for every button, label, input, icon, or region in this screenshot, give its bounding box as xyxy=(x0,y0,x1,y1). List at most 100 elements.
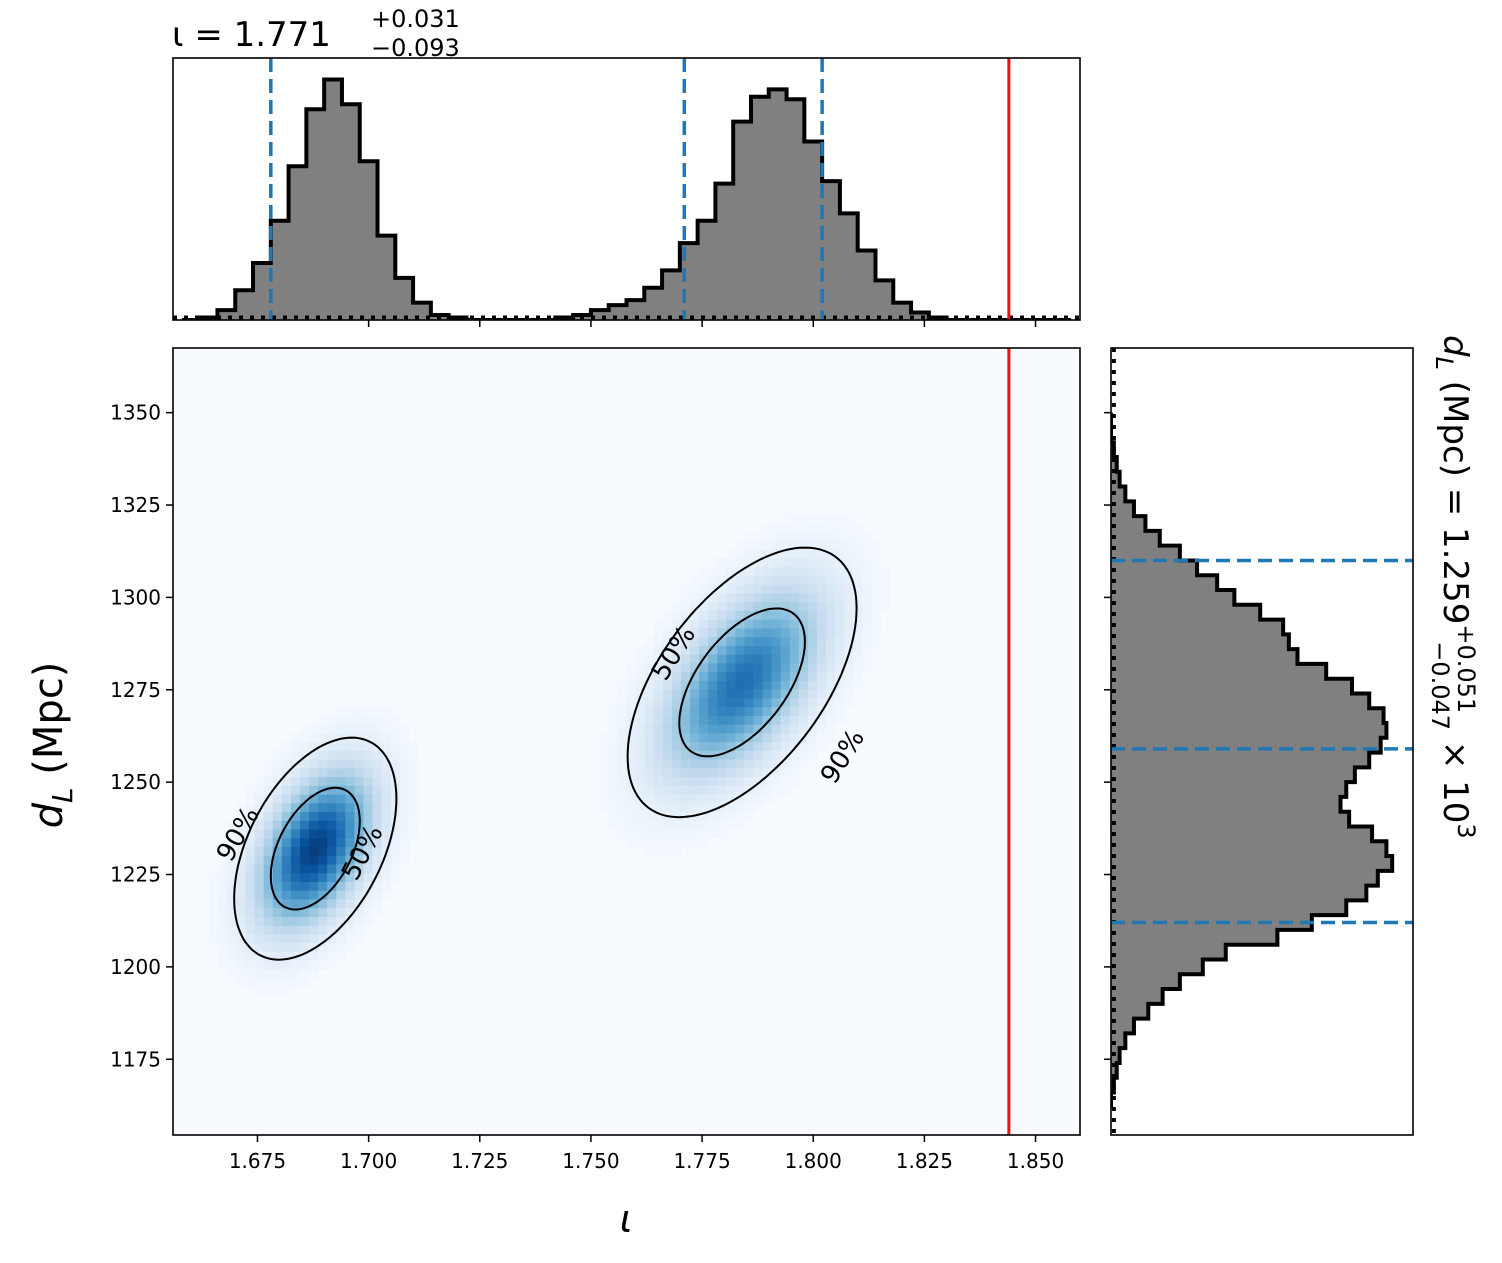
top-histogram-bar xyxy=(822,181,841,320)
heatmap-cell xyxy=(816,575,827,585)
heatmap-cell xyxy=(209,890,219,900)
heatmap-cell xyxy=(717,654,727,664)
heatmap-cell xyxy=(245,863,256,874)
heatmap-cell xyxy=(363,811,374,821)
heatmap-cell xyxy=(726,566,736,576)
heatmap-cell xyxy=(689,715,700,725)
heatmap-cell xyxy=(735,689,746,699)
heatmap-cell xyxy=(218,846,229,856)
heatmap-cell xyxy=(853,531,863,541)
heatmap-cell xyxy=(835,715,845,725)
heatmap-cell xyxy=(671,846,682,856)
heatmap-cell xyxy=(771,557,782,568)
heatmap-cell xyxy=(318,942,328,952)
heatmap-cell xyxy=(318,907,328,917)
heatmap-cell xyxy=(689,636,700,646)
heatmap-cell xyxy=(309,811,319,821)
heatmap-cell xyxy=(789,776,800,786)
heatmap-cell xyxy=(780,540,791,550)
heatmap-cell xyxy=(309,933,319,944)
heatmap-cell xyxy=(644,697,655,708)
heatmap-cell xyxy=(336,715,346,725)
heatmap-cell xyxy=(245,968,256,979)
heatmap-cell xyxy=(363,802,374,813)
heatmap-cell xyxy=(318,846,328,856)
heatmap-cell xyxy=(309,960,319,970)
heatmap-cell xyxy=(236,916,247,926)
heatmap-cell xyxy=(318,828,328,839)
heatmap-cell xyxy=(699,575,709,585)
heatmap-cell xyxy=(807,654,818,664)
heatmap-cell xyxy=(354,785,365,795)
heatmap-cell xyxy=(263,925,274,935)
heatmap-cell xyxy=(309,802,319,813)
heatmap-cell xyxy=(309,881,319,891)
right-histogram-bar xyxy=(1111,1062,1117,1079)
heatmap-cell xyxy=(381,855,392,865)
heatmap-cell xyxy=(708,802,718,813)
heatmap-cell xyxy=(807,531,818,541)
heatmap-cell xyxy=(336,916,346,926)
heatmap-cell xyxy=(599,741,609,751)
heatmap-cell xyxy=(789,654,800,664)
heatmap-cell xyxy=(798,619,809,629)
heatmap-cell xyxy=(844,671,854,681)
heatmap-cell xyxy=(753,592,764,603)
heatmap-cell xyxy=(807,636,818,646)
heatmap-cell xyxy=(816,549,827,559)
heatmap-cell xyxy=(354,793,365,804)
heatmap-cell xyxy=(272,855,283,865)
heatmap-cell xyxy=(807,601,818,611)
heatmap-cell xyxy=(780,767,791,778)
heatmap-cell xyxy=(689,610,700,620)
heatmap-cell xyxy=(363,732,374,743)
heatmap-cell xyxy=(218,925,229,935)
heatmap-cell xyxy=(762,654,773,664)
heatmap-cell xyxy=(299,863,310,874)
heatmap-cell xyxy=(807,619,818,629)
heatmap-cell xyxy=(245,881,256,891)
heatmap-cell xyxy=(272,767,283,778)
heatmap-cell xyxy=(272,785,283,795)
heatmap-cell xyxy=(726,758,736,769)
heatmap-cell xyxy=(807,514,818,524)
heatmap-cell xyxy=(844,689,854,699)
heatmap-cell xyxy=(626,837,637,848)
heatmap-cell xyxy=(408,802,419,813)
heatmap-cell xyxy=(272,820,283,830)
heatmap-cell xyxy=(844,531,854,541)
heatmap-cell xyxy=(671,680,682,690)
heatmap-cell xyxy=(299,933,310,944)
heatmap-cell xyxy=(345,925,355,935)
heatmap-cell xyxy=(807,592,818,603)
heatmap-cell xyxy=(844,584,854,594)
heatmap-cell xyxy=(309,776,319,786)
heatmap-cell xyxy=(381,802,392,813)
right-histogram-bar xyxy=(1111,693,1370,709)
heatmap-cell xyxy=(299,960,310,970)
heatmap-cell xyxy=(390,837,401,848)
heatmap-cell xyxy=(372,872,383,883)
heatmap-cell xyxy=(608,741,619,751)
heatmap-cell xyxy=(735,671,746,681)
heatmap-cell xyxy=(318,916,328,926)
heatmap-cell xyxy=(726,732,736,743)
heatmap-cell xyxy=(327,802,337,813)
heatmap-cell xyxy=(372,846,383,856)
right-histogram-bar xyxy=(1111,486,1126,502)
heatmap-cell xyxy=(726,575,736,585)
heatmap-cell xyxy=(281,933,292,944)
heatmap-cell xyxy=(263,785,274,795)
y-axis-label-main: d xyxy=(26,802,72,828)
heatmap-cell xyxy=(798,741,809,751)
heatmap-cell xyxy=(789,575,800,585)
heatmap-cell xyxy=(762,785,773,795)
heatmap-cell xyxy=(372,881,383,891)
heatmap-cell xyxy=(345,785,355,795)
heatmap-cell xyxy=(753,706,764,716)
heatmap-cell xyxy=(309,951,319,961)
heatmap-cell xyxy=(816,715,827,725)
heatmap-cell xyxy=(290,732,301,743)
heatmap-cell xyxy=(254,933,265,944)
heatmap-cell xyxy=(699,715,709,725)
